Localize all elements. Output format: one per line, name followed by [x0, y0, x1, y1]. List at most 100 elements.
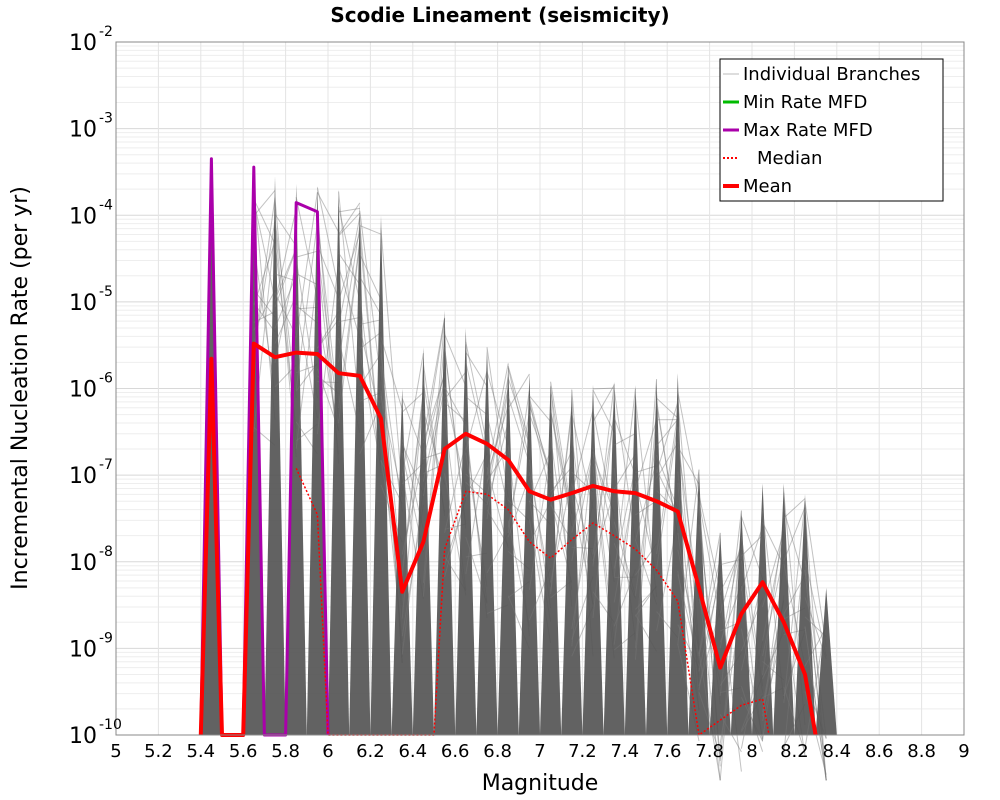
legend-label: Mean — [743, 176, 792, 197]
x-tick-label: 7.2 — [568, 741, 597, 762]
branch-line — [444, 402, 467, 422]
branch-line — [592, 389, 615, 433]
branch-line — [274, 213, 297, 247]
x-tick-label: 8.2 — [780, 741, 809, 762]
branch-line — [740, 686, 764, 752]
branch-line — [359, 225, 382, 235]
branch-spike — [434, 310, 456, 735]
branch-line — [719, 543, 742, 614]
branch-line — [486, 389, 509, 520]
x-tick-label: 5.6 — [229, 741, 258, 762]
branch-line — [528, 401, 552, 497]
branch-line — [380, 229, 403, 491]
branch-line — [719, 541, 742, 649]
series-line-median — [295, 467, 770, 736]
branch-spike — [455, 327, 477, 735]
branch-spike — [497, 362, 519, 735]
branch-line — [804, 570, 827, 781]
y-tick-base: 10 — [69, 551, 97, 576]
branch-bin — [328, 189, 361, 735]
branch-line — [274, 295, 297, 344]
branch-line — [274, 248, 297, 301]
individual-branches — [200, 163, 837, 781]
branch-line — [465, 442, 488, 575]
branch-line — [359, 254, 382, 300]
branch-line — [295, 192, 318, 338]
branch-line — [486, 363, 509, 475]
branch-spike — [730, 509, 752, 735]
branch-line — [550, 389, 573, 527]
branch-line — [295, 275, 318, 449]
y-tick-base: 10 — [69, 378, 97, 403]
branch-line — [422, 379, 446, 482]
branch-line — [634, 436, 658, 596]
branch-line — [380, 460, 403, 504]
y-tick-exponent: -5 — [99, 284, 113, 300]
x-tick-label: 6.4 — [398, 741, 427, 762]
y-tick-exponent: -4 — [99, 197, 113, 213]
series-lines — [198, 157, 818, 737]
branch-spike — [391, 388, 413, 735]
branch-line — [719, 532, 742, 781]
x-tick-label: 6.6 — [441, 741, 470, 762]
branch-line — [762, 520, 785, 676]
branch-spike — [370, 215, 392, 735]
branch-line — [338, 240, 361, 409]
branch-line — [783, 498, 806, 519]
branch-spike — [582, 384, 604, 735]
branch-line — [635, 465, 657, 473]
branch-line — [253, 200, 276, 300]
branch-line — [719, 714, 742, 753]
branch-line — [486, 388, 509, 484]
branch-line — [528, 404, 552, 473]
branch-line — [422, 387, 446, 497]
branch-spike — [328, 189, 350, 735]
branch-line — [274, 261, 297, 363]
branch-line — [295, 222, 318, 390]
branch-line — [507, 367, 530, 460]
branch-line — [698, 494, 721, 592]
x-tick-label: 6 — [322, 741, 333, 762]
x-axis-label: Magnitude — [482, 771, 599, 796]
y-tick-exponent: -9 — [99, 630, 113, 646]
x-tick-label: 5.2 — [144, 741, 173, 762]
x-tick-label: 7.6 — [653, 741, 682, 762]
branch-line — [528, 397, 552, 480]
branch-line — [550, 466, 573, 493]
branch-line — [465, 453, 488, 498]
branch-line — [465, 362, 488, 456]
branch-line — [465, 341, 488, 445]
branch-line — [444, 371, 467, 400]
branch-line — [592, 414, 615, 555]
branch-line — [338, 216, 361, 327]
y-tick-label: 10 -6 — [69, 371, 113, 403]
branch-line — [720, 558, 742, 566]
branch-line — [422, 372, 446, 460]
branch-line — [571, 413, 594, 510]
x-tick-label: 8.8 — [907, 741, 936, 762]
branch-line — [719, 549, 742, 593]
branch-spike — [540, 381, 562, 735]
branch-line — [656, 442, 679, 479]
branch-line — [634, 410, 658, 660]
y-tick-exponent: -8 — [99, 544, 113, 560]
branch-line — [253, 190, 276, 217]
branch-spike — [306, 185, 328, 735]
x-tick-label: 7.4 — [610, 741, 639, 762]
branch-line — [613, 453, 636, 490]
branch-line — [338, 212, 361, 237]
branch-line — [592, 407, 615, 619]
x-tick-label: 5.4 — [186, 741, 215, 762]
branch-line — [656, 413, 679, 555]
branch-line — [656, 419, 679, 447]
branch-line — [359, 331, 382, 350]
branch-spike — [518, 373, 540, 735]
branch-line — [507, 412, 530, 528]
y-axis-label: Incremental Nucleation Rate (per yr) — [8, 186, 33, 590]
branch-line — [274, 275, 297, 329]
legend: Individual Branches Min Rate MFD Max Rate … — [719, 58, 944, 202]
branch-line — [698, 501, 721, 619]
branch-line — [401, 393, 424, 577]
branch-bin — [264, 176, 297, 735]
x-tick-label: 5.8 — [271, 741, 300, 762]
